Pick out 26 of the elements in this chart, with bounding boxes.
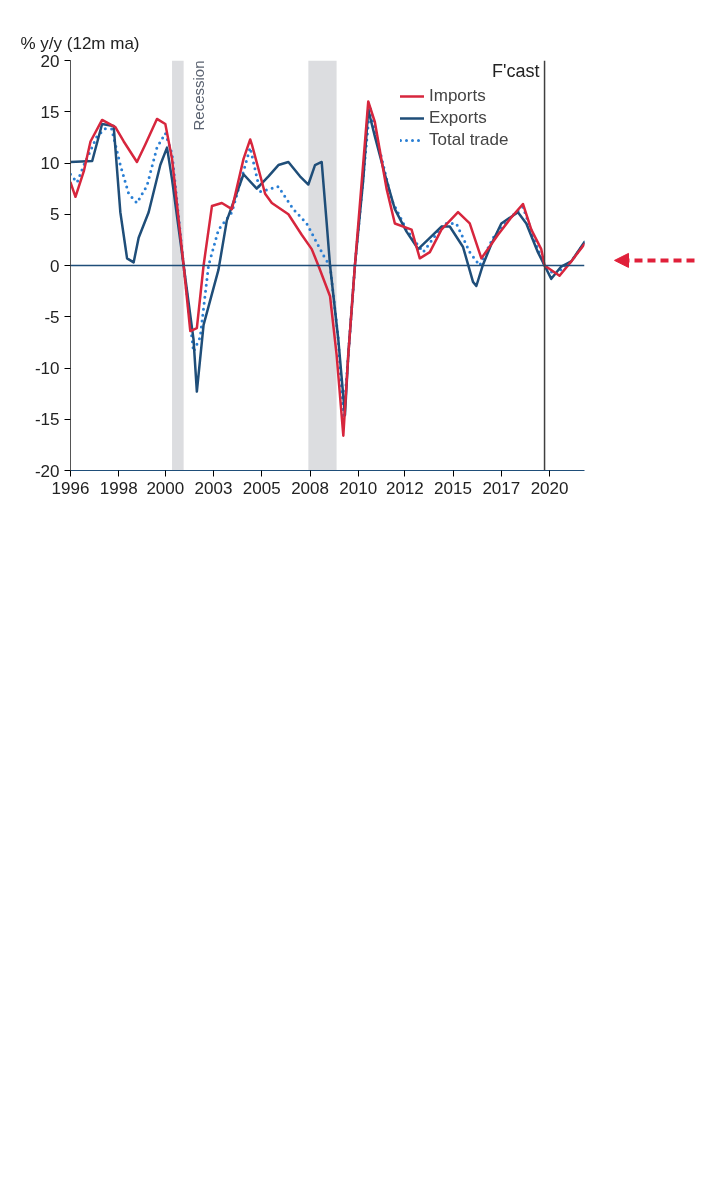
x-tick-label: 2005 <box>242 478 281 498</box>
x-tick-label: 2010 <box>339 478 378 498</box>
band-label: Recession <box>189 60 207 131</box>
x-tick-label: 2000 <box>146 478 185 498</box>
y-tick-label: 20 <box>40 51 60 71</box>
ref-line-label: F'cast <box>492 60 540 81</box>
y-tick-label: 0 <box>50 256 60 276</box>
x-tick-label: 2015 <box>434 478 472 498</box>
y-tick-label: 15 <box>40 102 60 122</box>
x-tick-label: 2020 <box>530 478 569 498</box>
y-tick-label: -5 <box>44 307 60 327</box>
x-tick-label: 2012 <box>385 478 424 498</box>
y-axis-title: % y/y (12m ma) <box>20 33 140 53</box>
y-tick-label: 10 <box>40 154 60 173</box>
x-tick-label: 2008 <box>291 478 329 498</box>
y-tick-label: -15 <box>34 410 60 430</box>
legend-label: Exports <box>429 108 487 128</box>
y-tick-label: -10 <box>34 359 60 378</box>
x-tick-label: 2017 <box>482 478 521 498</box>
y-tick-label: -20 <box>34 461 60 481</box>
legend-label: Imports <box>429 86 486 106</box>
legend-label: Total trade <box>429 130 509 150</box>
x-tick-label: 2003 <box>194 478 233 498</box>
y-tick-label: 5 <box>50 205 60 225</box>
x-tick-label: 1996 <box>51 478 90 498</box>
x-tick-label: 1998 <box>99 478 138 498</box>
